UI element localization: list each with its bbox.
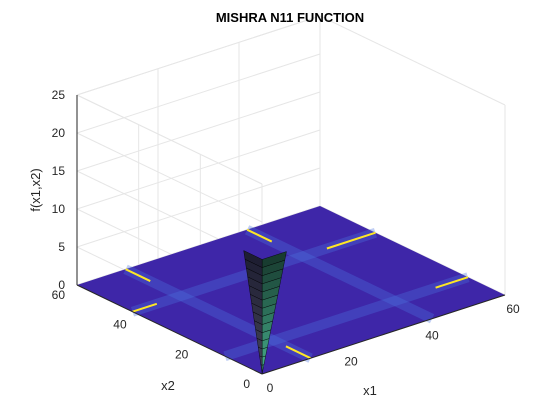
- z-tick-label: 20: [52, 126, 66, 140]
- z-tick-label: 0: [58, 278, 65, 292]
- x-tick-label: 20: [344, 355, 358, 369]
- y-tick-label: 20: [175, 347, 189, 361]
- y-axis-label: x2: [161, 378, 175, 393]
- z-axis-label: f(x1,x2): [28, 168, 43, 211]
- grid-line: [76, 53, 321, 134]
- surface-ridge: [125, 268, 151, 282]
- grid-line: [76, 91, 321, 172]
- grid-line: [76, 94, 263, 185]
- y-axis-line: [76, 284, 263, 375]
- axes-layer: [76, 95, 506, 375]
- surface-ridge-glow: [123, 264, 313, 363]
- surface-ridge-glow: [244, 225, 435, 324]
- y-tick-label: 60: [52, 288, 66, 302]
- grid-line: [319, 15, 506, 106]
- x-tick-label: 60: [506, 302, 520, 316]
- y-tick-label: 40: [113, 318, 127, 332]
- surface-ridge: [435, 276, 469, 289]
- grid-line: [76, 167, 321, 248]
- z-tick-label: 15: [52, 164, 66, 178]
- z-tick-label: 5: [58, 240, 65, 254]
- surface-layer: [77, 206, 505, 374]
- x-axis-line: [261, 294, 506, 375]
- grid-line: [76, 129, 321, 210]
- y-tick-label: 0: [243, 377, 250, 391]
- x-tick-label: 0: [267, 381, 274, 395]
- surface-wall-right: [261, 364, 265, 374]
- surface-ridge: [132, 302, 158, 313]
- grid-line: [76, 15, 321, 96]
- z-tick-label: 25: [52, 88, 66, 102]
- surface-ridge: [246, 228, 273, 243]
- x-axis-label: x1: [363, 383, 377, 398]
- surface-ridge: [285, 345, 312, 360]
- z-tick-label: 10: [52, 202, 66, 216]
- x-tick-label: 40: [425, 328, 439, 342]
- chart-title: MISHRA N11 FUNCTION: [216, 10, 364, 25]
- surface-plane: [77, 206, 505, 374]
- grid-line: [76, 132, 263, 223]
- surface-ridge: [326, 231, 376, 250]
